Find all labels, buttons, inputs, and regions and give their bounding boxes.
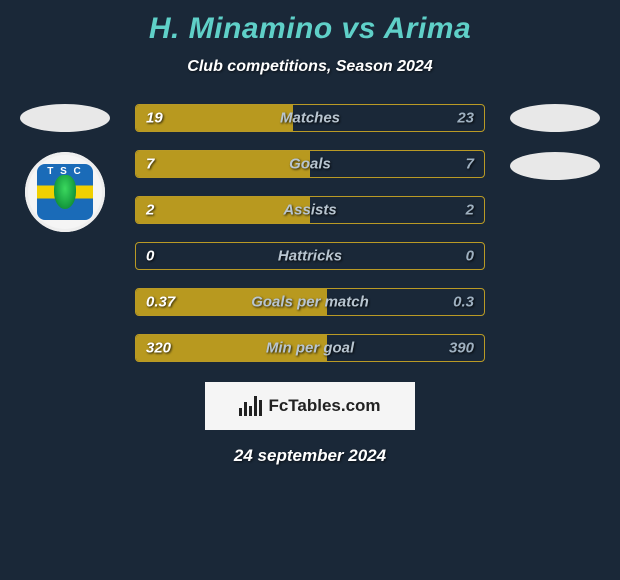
left-player-column: T S C [20,104,110,232]
stat-left-value: 0.37 [146,294,175,311]
page-title: H. Minamino vs Arima [0,0,620,46]
stat-label: Goals per match [251,294,369,311]
stat-row: 2 Assists 2 [135,196,485,224]
stat-left-value: 7 [146,156,154,173]
stat-fill [136,151,310,177]
stat-row: 320 Min per goal 390 [135,334,485,362]
brand-bar [259,400,262,416]
stat-right-value: 0 [466,248,474,265]
stat-right-value: 390 [449,340,474,357]
stat-left-value: 0 [146,248,154,265]
club-ellipse-left-1 [20,104,110,132]
stat-label: Hattricks [278,248,342,265]
stat-left-value: 2 [146,202,154,219]
stat-left-value: 320 [146,340,171,357]
right-player-column [510,104,600,180]
brand-text: FcTables.com [268,396,380,416]
stat-right-value: 0.3 [453,294,474,311]
crest-shield-icon: T S C [37,164,93,220]
stat-label: Matches [280,110,340,127]
comparison-area: T S C 19 Matches 23 7 Goals 7 2 Assists 2 0 Hattri… [20,104,600,362]
stat-bars: 19 Matches 23 7 Goals 7 2 Assists 2 0 Hattricks 0 0.… [135,104,485,362]
stat-label: Goals [289,156,331,173]
stat-row: 19 Matches 23 [135,104,485,132]
stat-right-value: 7 [466,156,474,173]
stat-row: 0 Hattricks 0 [135,242,485,270]
brand-bars-icon [239,396,262,416]
crest-leaf-icon [54,175,76,209]
date-label: 24 september 2024 [0,446,620,466]
stat-right-value: 2 [466,202,474,219]
subtitle: Club competitions, Season 2024 [0,58,620,76]
brand-bar [239,408,242,416]
brand-bar [249,406,252,416]
brand-bar [254,396,257,416]
stat-row: 7 Goals 7 [135,150,485,178]
brand-bar [244,402,247,416]
stat-label: Assists [283,202,336,219]
club-ellipse-right-1 [510,104,600,132]
branding-badge: FcTables.com [205,382,415,430]
stat-row: 0.37 Goals per match 0.3 [135,288,485,316]
stat-label: Min per goal [266,340,354,357]
club-crest-left: T S C [25,152,105,232]
stat-right-value: 23 [457,110,474,127]
club-ellipse-right-2 [510,152,600,180]
stat-left-value: 19 [146,110,163,127]
